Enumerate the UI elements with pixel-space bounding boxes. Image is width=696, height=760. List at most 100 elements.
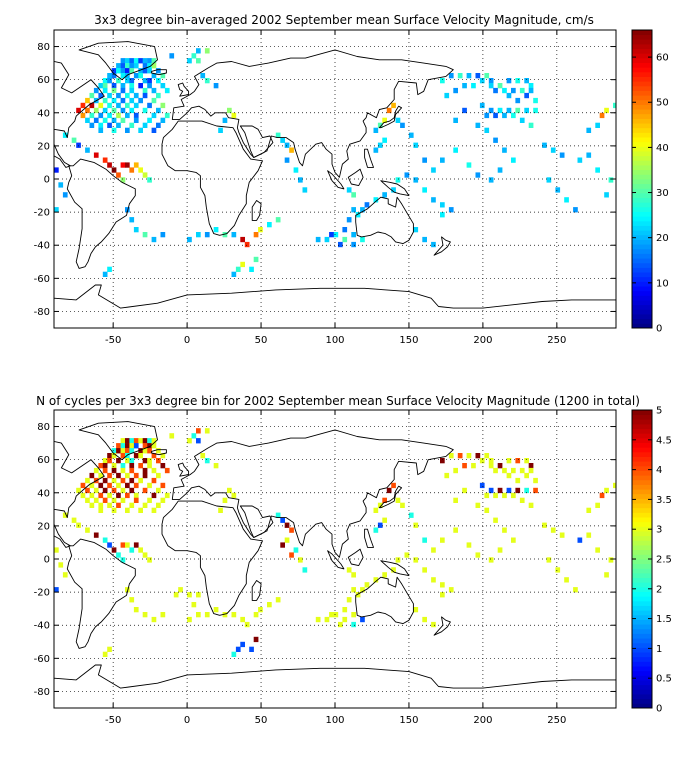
- data-cell: [235, 646, 241, 652]
- colorbar-segment: [632, 146, 652, 152]
- colorbar-segment: [632, 489, 652, 495]
- data-cell: [524, 487, 529, 494]
- data-cell: [511, 87, 516, 94]
- colorbar-segment: [632, 76, 652, 82]
- data-cell: [431, 621, 436, 628]
- data-cell: [178, 587, 183, 593]
- data-cell: [120, 487, 126, 494]
- colorbar-segment: [632, 244, 652, 250]
- data-cell: [533, 487, 538, 494]
- velocity-map-panel: 3x3 degree bin–averaged 2002 September m…: [34, 13, 669, 346]
- data-cell: [111, 507, 117, 513]
- data-cell: [382, 497, 387, 503]
- data-cell: [302, 187, 308, 193]
- data-cell: [142, 78, 148, 84]
- data-cell: [129, 438, 135, 444]
- data-cell: [528, 122, 534, 128]
- data-cell: [98, 492, 104, 499]
- data-cell: [506, 458, 512, 464]
- colorbar-segment: [632, 95, 652, 101]
- data-cell: [404, 552, 410, 558]
- data-cell: [102, 497, 108, 503]
- data-cell: [448, 453, 454, 459]
- data-cell: [107, 472, 112, 479]
- data-cell: [466, 453, 472, 459]
- data-cell: [125, 507, 130, 513]
- data-cell: [160, 612, 166, 618]
- data-cell: [360, 587, 365, 593]
- data-cell: [231, 651, 237, 657]
- colorbar-segment: [632, 267, 652, 273]
- data-cell: [102, 487, 108, 494]
- data-cell: [413, 177, 419, 183]
- data-cell: [382, 517, 387, 523]
- data-cell: [156, 122, 161, 128]
- data-cell: [253, 232, 259, 238]
- data-cell: [275, 512, 281, 518]
- data-cell: [550, 147, 556, 153]
- data-cell: [204, 78, 210, 84]
- data-cell: [222, 497, 228, 503]
- data-cell: [462, 487, 467, 494]
- data-cell: [413, 227, 419, 233]
- colorbar-segment: [632, 165, 652, 171]
- data-cell: [524, 472, 529, 479]
- data-cell: [564, 577, 569, 583]
- colorbar-frame: [631, 29, 653, 329]
- data-cell: [440, 202, 445, 208]
- data-cell: [120, 438, 126, 444]
- data-cell: [346, 187, 352, 193]
- data-cell: [120, 63, 126, 69]
- data-cell: [107, 102, 112, 109]
- colorbar-tick-label: 2: [656, 584, 662, 595]
- data-cell: [613, 102, 616, 109]
- data-cell: [240, 236, 245, 243]
- coastline-borneo: [347, 548, 364, 567]
- data-cell: [151, 63, 157, 69]
- colorbar-tick-label: 1: [656, 644, 662, 655]
- data-cell: [54, 167, 59, 173]
- data-cell: [125, 482, 130, 489]
- data-cell: [187, 236, 192, 243]
- data-cell: [133, 227, 139, 233]
- data-cell: [275, 132, 281, 138]
- colorbar-segment: [632, 703, 652, 709]
- colorbar-segment: [632, 531, 652, 537]
- data-cell: [471, 83, 476, 89]
- data-cell: [351, 572, 356, 578]
- data-cell: [289, 147, 294, 153]
- data-cell: [111, 117, 117, 123]
- data-cell: [519, 117, 525, 123]
- cycles-map-panel: N of cycles per 3x3 degree bin for 2002 …: [34, 394, 672, 726]
- colorbar-segment: [632, 447, 652, 453]
- data-cell: [116, 172, 121, 178]
- data-cell: [125, 63, 130, 69]
- colorbar-segment: [632, 323, 652, 329]
- data-cell: [138, 477, 143, 484]
- data-cell: [129, 463, 135, 469]
- data-cell: [116, 552, 121, 558]
- data-cell: [187, 58, 192, 64]
- colorbar-tick-label: 3.5: [656, 495, 672, 506]
- colorbar-segment: [632, 642, 652, 648]
- colorbar-segment: [632, 596, 652, 602]
- data-cell: [577, 537, 583, 543]
- data-cell: [524, 92, 529, 99]
- data-cell: [156, 68, 161, 74]
- data-cell: [129, 458, 135, 464]
- y-tick-label: -60: [34, 654, 50, 665]
- colorbar-segment: [632, 314, 652, 320]
- data-cell: [555, 187, 561, 193]
- data-cell: [440, 78, 445, 84]
- data-cell: [129, 83, 135, 89]
- data-cell: [213, 607, 219, 613]
- data-cell: [116, 492, 121, 499]
- data-cell: [329, 612, 334, 618]
- data-cell: [129, 477, 135, 484]
- data-cell: [120, 477, 126, 484]
- data-cell: [515, 78, 521, 84]
- data-cell: [213, 463, 219, 469]
- data-cell: [444, 92, 450, 99]
- data-cell: [422, 567, 427, 573]
- data-cell: [85, 107, 90, 114]
